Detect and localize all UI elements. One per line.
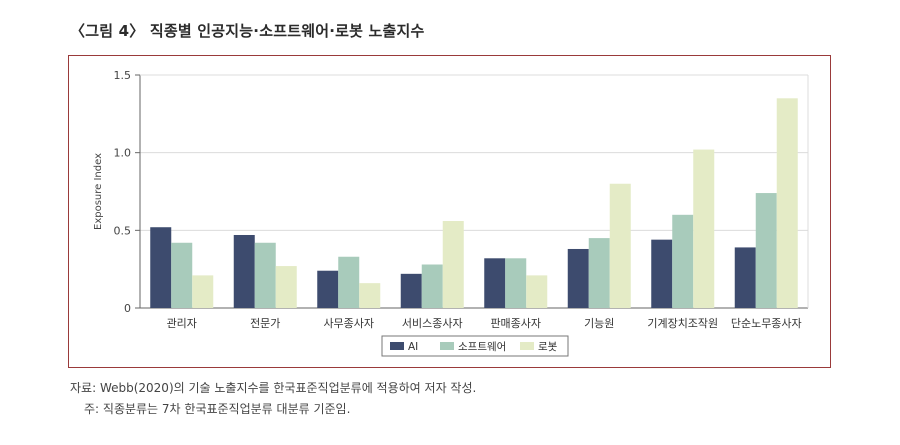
legend-box xyxy=(381,335,569,357)
bar-robot xyxy=(526,275,548,308)
bar-software xyxy=(338,256,360,308)
figure-notes: 자료: Webb(2020)의 기술 노출지수를 한국표준직업분류에 적용하여 … xyxy=(70,378,476,420)
bar-ai xyxy=(400,273,422,308)
bar-robot xyxy=(442,221,464,308)
x-tick-label: 사무종사자 xyxy=(323,317,374,330)
bar-ai xyxy=(233,234,255,308)
legend-swatch xyxy=(520,342,534,350)
source-note: 자료: Webb(2020)의 기술 노출지수를 한국표준직업분류에 적용하여 … xyxy=(70,381,477,395)
bar-software xyxy=(421,264,443,308)
bar-robot xyxy=(609,183,631,308)
bar-ai xyxy=(484,258,506,308)
bar-robot xyxy=(693,149,715,308)
x-tick-label: 판매종사자 xyxy=(490,317,541,330)
bar-ai xyxy=(317,270,339,308)
y-tick-label: 1.5 xyxy=(114,69,132,82)
legend-label: AI xyxy=(408,341,418,353)
bar-software xyxy=(505,258,527,308)
bar-ai xyxy=(150,227,172,308)
x-tick-label: 기능원 xyxy=(584,317,614,330)
bar-robot xyxy=(359,283,381,308)
footnote: 주: 직종분류는 7차 한국표준직업분류 대분류 기준임. xyxy=(84,402,351,416)
legend-swatch xyxy=(440,342,454,350)
bar-ai xyxy=(567,248,589,308)
y-tick-label: 0.5 xyxy=(114,224,132,237)
legend-label: 소프트웨어 xyxy=(458,341,506,353)
bar-software xyxy=(755,193,777,308)
x-tick-label: 관리자 xyxy=(167,317,197,330)
y-tick-label: 1.0 xyxy=(114,147,132,160)
legend-label: 로봇 xyxy=(538,341,558,353)
bar-robot xyxy=(275,266,297,308)
figure-title: 〈그림 4〉 직종별 인공지능·소프트웨어·로봇 노출지수 xyxy=(70,22,425,40)
bar-software xyxy=(254,242,276,308)
x-tick-label: 단순노무종사자 xyxy=(731,317,802,330)
legend-swatch xyxy=(390,342,404,350)
x-tick-label: 전문가 xyxy=(250,317,280,330)
y-tick-label: 0 xyxy=(124,302,131,315)
chart-frame xyxy=(68,55,831,368)
bar-robot xyxy=(776,98,798,308)
bar-software xyxy=(171,242,193,308)
bar-software xyxy=(588,238,610,308)
x-tick-label: 서비스종사자 xyxy=(402,317,463,330)
bar-ai xyxy=(651,239,673,308)
bar-robot xyxy=(192,275,214,308)
y-axis-title: Exposure Index xyxy=(93,153,104,230)
bar-software xyxy=(672,214,694,308)
bar-ai xyxy=(734,247,756,308)
x-tick-label: 기계장치조작원 xyxy=(647,317,718,330)
